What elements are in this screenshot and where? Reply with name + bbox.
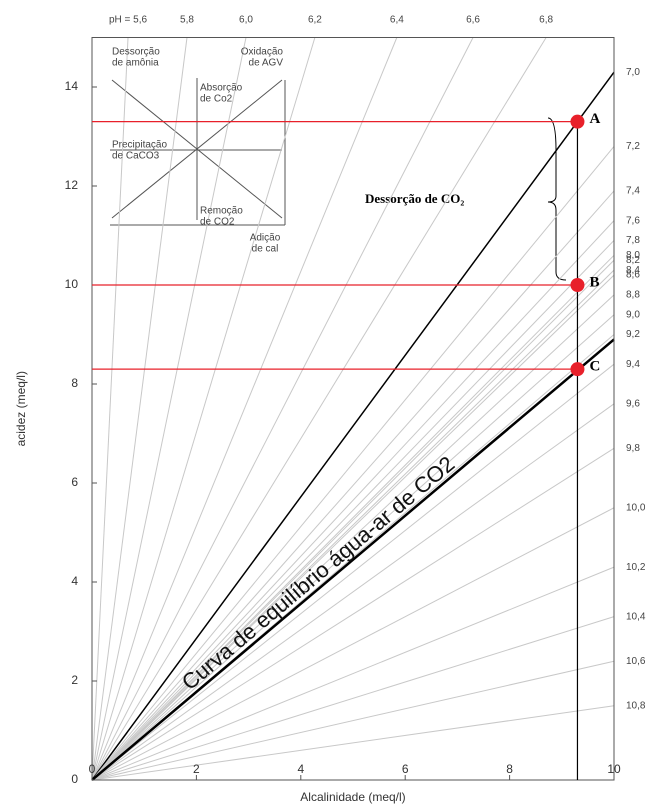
inset-label: de AGV — [249, 58, 284, 69]
inset-label: Absorção — [200, 83, 243, 94]
ph-label: 10,8 — [626, 700, 646, 711]
ph-label: 8,8 — [626, 290, 640, 301]
y-tick-label: 4 — [71, 574, 78, 588]
ph-line — [91, 37, 474, 781]
y-tick-label: 0 — [71, 772, 78, 786]
plot-frame — [91, 37, 615, 781]
point — [570, 114, 585, 129]
ph-line — [91, 220, 615, 781]
ph-label: 6,8 — [539, 15, 553, 26]
ph-line — [91, 269, 615, 781]
inset-arrows — [110, 78, 286, 226]
inset-label: de CO2 — [200, 217, 235, 228]
ph-label: 7,0 — [626, 67, 640, 78]
inset-label: Oxidação — [241, 47, 284, 58]
ph-label: 8,6 — [626, 270, 640, 281]
ph-line — [91, 314, 615, 781]
y-tick-label: 14 — [65, 79, 79, 93]
point — [570, 362, 585, 377]
ph-label: 9,6 — [626, 398, 640, 409]
equilibrium-line — [91, 338, 615, 781]
ph-line — [91, 254, 615, 781]
x-tick-label: 0 — [89, 762, 96, 776]
point-label: C — [589, 359, 600, 375]
ph-line — [91, 259, 615, 781]
inset-label: de amônia — [112, 58, 159, 69]
ph-line — [91, 705, 615, 781]
ph-line — [91, 507, 615, 781]
desorption-label: Dessorção de CO₂ — [365, 191, 464, 206]
ph-label: 10,4 — [626, 611, 646, 622]
ph-line — [91, 37, 188, 781]
inset-label: Adição — [250, 233, 281, 244]
ph-label: 6,4 — [390, 15, 404, 26]
inset-label: de cal — [252, 244, 279, 255]
ph-line — [91, 37, 129, 781]
ph-line — [91, 71, 615, 781]
ph-line — [91, 240, 615, 781]
ph-label: 6,0 — [239, 15, 253, 26]
inset-label: Precipitação — [112, 140, 167, 151]
ph-line — [91, 403, 615, 781]
x-tick-label: 10 — [607, 762, 621, 776]
ph-line — [91, 37, 316, 781]
point-label: A — [589, 111, 600, 127]
bracket — [547, 117, 567, 281]
ph-label: 7,6 — [626, 215, 640, 226]
ph-label: 8,0 — [626, 250, 640, 261]
ph-label: 9,2 — [626, 329, 640, 340]
y-tick-label: 6 — [71, 475, 78, 489]
ph-label: 7,8 — [626, 235, 640, 246]
x-tick-label: 6 — [402, 762, 409, 776]
ph-line — [91, 566, 615, 781]
x-axis-label: Alcalinidade (meq/l) — [300, 790, 405, 804]
point — [570, 278, 585, 292]
ph-line — [91, 146, 615, 781]
y-tick-label: 10 — [65, 277, 79, 291]
x-tick-label: 8 — [506, 762, 513, 776]
point-label: B — [589, 274, 599, 290]
ph-label: 8,4 — [626, 265, 640, 276]
ph-line — [91, 37, 547, 781]
ph-line — [91, 616, 615, 781]
ph-line — [91, 37, 398, 781]
ph-line — [91, 660, 615, 781]
y-tick-label: 8 — [71, 376, 78, 390]
ph-label: 9,4 — [626, 359, 640, 370]
ph-label: 6,2 — [308, 15, 322, 26]
x-tick-label: 4 — [297, 762, 304, 776]
ph-label: 9,8 — [626, 443, 640, 454]
inset-label: Dessorção — [112, 47, 160, 58]
ph-line — [91, 274, 615, 781]
inset-label: de CaCO3 — [112, 151, 160, 162]
ph-label: 6,6 — [466, 15, 480, 26]
x-tick-label: 2 — [193, 762, 200, 776]
ph-label: 10,6 — [626, 656, 646, 667]
y-tick-label: 12 — [65, 178, 79, 192]
ph-line — [91, 363, 615, 781]
ph-line — [91, 294, 615, 781]
ph-label: 10,0 — [626, 502, 646, 513]
ph-label: 7,4 — [626, 186, 640, 197]
ph-label: 9,0 — [626, 309, 640, 320]
ph-line — [91, 447, 615, 781]
ph-label: 5,8 — [180, 15, 194, 26]
ph-label: 8,2 — [626, 255, 640, 266]
y-axis-label: acidez (meq/l) — [14, 371, 28, 446]
ph-line — [91, 190, 615, 781]
inset-label: de Co2 — [200, 94, 233, 105]
ph-label: 7,2 — [626, 141, 640, 152]
ph-label: pH = 5,6 — [109, 15, 148, 26]
ph-line — [91, 37, 247, 781]
inset-label: Remoção — [200, 206, 243, 217]
ph-label: 10,2 — [626, 562, 646, 573]
y-tick-label: 2 — [71, 673, 78, 687]
